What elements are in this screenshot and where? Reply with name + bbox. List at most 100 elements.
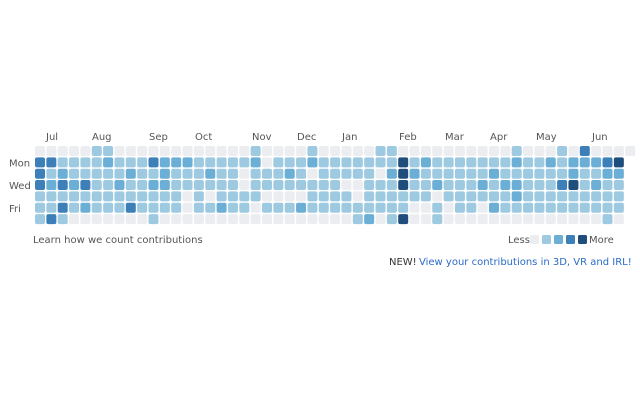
day-cell bbox=[227, 146, 238, 156]
day-cell bbox=[205, 157, 216, 168]
day-cell bbox=[364, 180, 375, 191]
day-cell bbox=[262, 168, 272, 179]
day-cell bbox=[375, 146, 386, 156]
day-cell bbox=[613, 180, 624, 191]
day-cell bbox=[454, 214, 465, 225]
day-cell bbox=[352, 214, 363, 225]
day-cell bbox=[523, 202, 534, 213]
day-cell bbox=[545, 214, 556, 225]
day-cell bbox=[489, 146, 499, 156]
day-cell bbox=[182, 214, 193, 225]
day-cell bbox=[57, 202, 68, 213]
day-cell bbox=[296, 191, 307, 202]
day-cell bbox=[409, 168, 420, 179]
day-cell bbox=[454, 191, 465, 202]
day-cell bbox=[227, 191, 238, 202]
day-cell bbox=[420, 180, 431, 191]
day-cell bbox=[557, 214, 568, 225]
day-cell bbox=[193, 180, 204, 191]
learn-link[interactable]: Learn how we count contributions bbox=[33, 235, 203, 246]
day-cell bbox=[398, 214, 409, 225]
day-cell bbox=[193, 168, 204, 179]
day-cell bbox=[148, 191, 159, 202]
day-cell bbox=[273, 157, 284, 168]
day-cell bbox=[341, 180, 352, 191]
day-cell bbox=[182, 180, 193, 191]
day-cell bbox=[125, 191, 136, 202]
day-cell bbox=[420, 168, 431, 179]
day-cell bbox=[171, 202, 182, 213]
day-cell bbox=[489, 180, 499, 191]
day-cell bbox=[613, 168, 624, 179]
day-cell bbox=[296, 214, 307, 225]
day-cell bbox=[602, 168, 613, 179]
day-cell bbox=[511, 180, 522, 191]
day-cell bbox=[159, 214, 170, 225]
day-cell bbox=[91, 168, 102, 179]
day-cell bbox=[273, 202, 284, 213]
day-cell bbox=[80, 157, 91, 168]
day-cell bbox=[239, 168, 250, 179]
day-cell bbox=[148, 202, 159, 213]
day-cell bbox=[307, 202, 318, 213]
day-cell bbox=[216, 157, 227, 168]
view-3d-link[interactable]: View your contributions in 3D, VR and IR… bbox=[419, 257, 632, 268]
day-cell bbox=[91, 214, 102, 225]
day-cell bbox=[137, 180, 148, 191]
day-cell bbox=[57, 214, 68, 225]
day-cell bbox=[330, 214, 341, 225]
day-cell bbox=[91, 191, 102, 202]
day-cell bbox=[330, 191, 341, 202]
day-cell bbox=[545, 180, 556, 191]
day-cell bbox=[500, 157, 511, 168]
day-cell bbox=[557, 191, 568, 202]
day-cell bbox=[454, 146, 465, 156]
day-cell bbox=[557, 157, 568, 168]
legend-more: More bbox=[589, 235, 614, 246]
day-cell bbox=[534, 180, 545, 191]
day-cell bbox=[602, 146, 613, 156]
day-cell bbox=[511, 157, 522, 168]
day-cell bbox=[500, 146, 511, 156]
day-cell bbox=[137, 146, 148, 156]
day-label: Mon bbox=[9, 158, 30, 169]
day-cell bbox=[579, 191, 590, 202]
day-cell bbox=[386, 191, 397, 202]
day-cell bbox=[352, 157, 363, 168]
day-cell bbox=[69, 202, 80, 213]
day-cell bbox=[602, 157, 613, 168]
day-cell bbox=[148, 180, 159, 191]
day-cell bbox=[250, 214, 261, 225]
day-cell bbox=[307, 168, 318, 179]
day-cell bbox=[466, 202, 477, 213]
day-cell bbox=[216, 146, 227, 156]
day-cell bbox=[114, 202, 125, 213]
day-cell bbox=[284, 191, 295, 202]
day-cell bbox=[352, 191, 363, 202]
day-cell bbox=[284, 202, 295, 213]
day-cell bbox=[489, 191, 499, 202]
day-cell bbox=[364, 146, 375, 156]
day-cell bbox=[103, 157, 114, 168]
day-cell bbox=[591, 168, 602, 179]
day-cell bbox=[239, 191, 250, 202]
day-cell bbox=[250, 202, 261, 213]
day-cell bbox=[398, 168, 409, 179]
day-cell bbox=[239, 157, 250, 168]
day-cell bbox=[159, 157, 170, 168]
month-label: Jun bbox=[591, 132, 608, 143]
day-cell bbox=[477, 146, 488, 156]
day-cell bbox=[307, 214, 318, 225]
day-cell bbox=[398, 202, 409, 213]
day-cell bbox=[262, 157, 272, 168]
day-cell bbox=[35, 168, 45, 179]
day-cell bbox=[613, 146, 624, 156]
day-cell bbox=[602, 180, 613, 191]
day-cell bbox=[523, 168, 534, 179]
day-cell bbox=[409, 146, 420, 156]
day-cell bbox=[80, 180, 91, 191]
day-cell bbox=[80, 214, 91, 225]
month-label: Dec bbox=[297, 132, 316, 143]
day-cell bbox=[318, 157, 329, 168]
